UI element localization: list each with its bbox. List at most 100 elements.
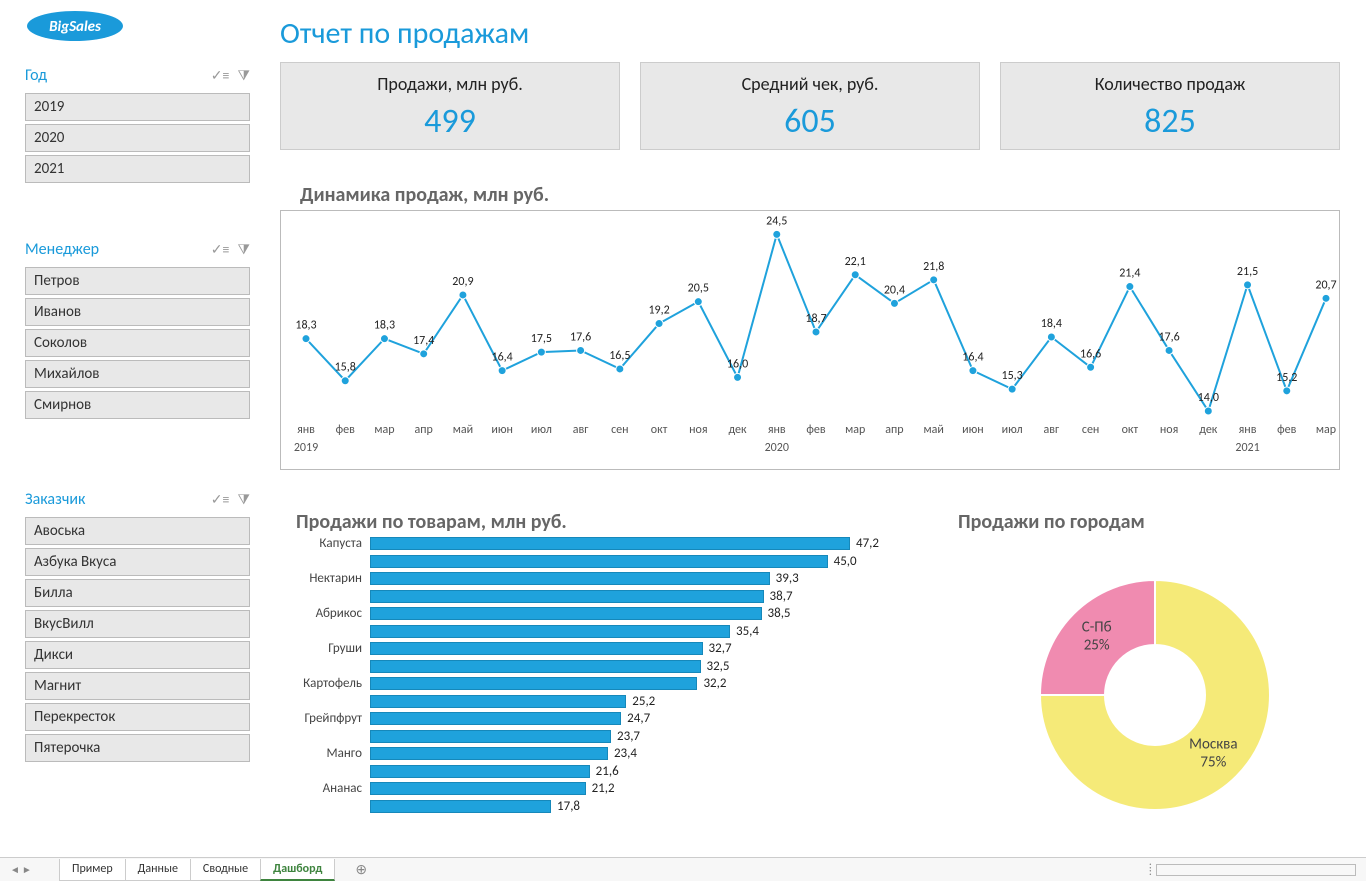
svg-text:С-Пб: С-Пб [1082,619,1112,637]
line-chart-title: Динамика продаж, млн руб. [300,183,549,207]
bar-row: 35,4 [280,623,920,641]
svg-text:ноя: ноя [1160,423,1178,437]
bar-row: Грейпфрут 24,7 [280,710,920,728]
bar-value: 23,7 [617,729,640,744]
slicer-item[interactable]: Пятерочка [25,734,250,762]
line-chart: 18,315,818,317,420,916,417,517,616,519,2… [280,210,1340,470]
bar-value: 47,2 [856,536,879,551]
svg-text:авг: авг [1044,423,1060,437]
slicer-item[interactable]: Смирнов [25,391,250,419]
clear-filter-icon[interactable]: ⧩ [238,67,251,84]
bar-label: Капуста [280,536,370,551]
bar-label: Абрикос [280,606,370,621]
bar-chart-title: Продажи по товарам, млн руб. [296,510,567,534]
svg-text:май: май [924,423,944,437]
kpi-label: Количество продаж [1001,73,1339,95]
svg-text:18,7: 18,7 [805,312,826,326]
bar-chart: Капуста47,245,0Нектарин39,338,7Абрикос38… [280,535,920,825]
page-title: Отчет по продажам [280,15,529,52]
slicer-item[interactable]: Соколов [25,329,250,357]
svg-text:май: май [453,423,473,437]
sheet-tab[interactable]: Дашборд [260,859,335,881]
svg-text:янв: янв [768,423,786,437]
kpi-label: Средний чек, руб. [641,73,979,95]
clear-filter-icon[interactable]: ⧩ [238,491,251,508]
bar-value: 32,2 [703,676,726,691]
svg-text:фев: фев [806,423,825,437]
slicer-item[interactable]: Перекресток [25,703,250,731]
svg-text:20,7: 20,7 [1315,278,1336,292]
kpi-card: Средний чек, руб. 605 [640,62,980,150]
svg-text:17,4: 17,4 [413,334,434,348]
multiselect-icon[interactable]: ✓≡ [211,491,230,508]
bar-value: 23,4 [614,746,637,761]
bar [370,590,764,603]
bar-row: 45,0 [280,553,920,571]
slicer-item[interactable]: Авоська [25,517,250,545]
sheet-tab[interactable]: Пример [59,859,126,881]
svg-text:16,4: 16,4 [962,351,983,365]
bar-label: Грейпфрут [280,711,370,726]
sheet-tab[interactable]: Данные [125,859,191,881]
bar [370,660,701,673]
svg-text:июн: июн [491,423,513,437]
svg-text:дек: дек [1199,423,1218,437]
svg-text:янв: янв [297,423,315,437]
slicer-item[interactable]: Азбука Вкуса [25,548,250,576]
bar-row: Груши32,7 [280,640,920,658]
svg-text:16,6: 16,6 [1080,347,1101,361]
svg-text:16,4: 16,4 [492,351,513,365]
tab-nav[interactable]: ◄► [0,863,60,876]
bar [370,782,586,795]
slicer-title: Заказчик [25,490,85,509]
svg-text:июл: июл [531,423,552,437]
svg-text:16,0: 16,0 [727,357,748,371]
bar [370,537,850,550]
bar-value: 24,7 [627,711,650,726]
clear-filter-icon[interactable]: ⧩ [238,241,251,258]
bar-value: 45,0 [834,554,857,569]
svg-text:18,4: 18,4 [1041,317,1062,331]
slicer-item[interactable]: 2019 [25,93,250,121]
svg-text:20,5: 20,5 [688,282,709,296]
bar-row: 32,5 [280,658,920,676]
sheet-tab[interactable]: Сводные [190,859,261,881]
slicer-item[interactable]: 2021 [25,155,250,183]
kpi-card: Продажи, млн руб.499 [280,62,620,150]
sheet-tabs: ◄► ПримерДанныеСводныеДашборд ⊕ ⁞ [0,857,1366,881]
multiselect-icon[interactable]: ✓≡ [211,241,230,258]
slicer-item[interactable]: Дикси [25,641,250,669]
bar-row: Абрикос38,5 [280,605,920,623]
slicer-item[interactable]: 2020 [25,124,250,152]
h-scrollbar[interactable] [1156,864,1356,876]
multiselect-icon[interactable]: ✓≡ [211,67,230,84]
slicer-title: Год [25,66,47,85]
bar [370,677,697,690]
kpi-value: 605 [641,101,979,142]
slicer-item[interactable]: Иванов [25,298,250,326]
slicer-item[interactable]: Михайлов [25,360,250,388]
slicer-item[interactable]: ВкусВилл [25,610,250,638]
slicer-title: Менеджер [25,240,99,259]
svg-text:2019: 2019 [294,441,318,455]
bar [370,765,590,778]
slicer-Год: Год ✓≡ ⧩ 2019 2020 2021 [25,66,250,186]
svg-text:июл: июл [1002,423,1023,437]
slicer-item[interactable]: Билла [25,579,250,607]
bar-row: 38,7 [280,588,920,606]
svg-text:апр: апр [885,423,903,437]
bar-value: 32,5 [707,659,730,674]
slicer-item[interactable]: Петров [25,267,250,295]
svg-text:2021: 2021 [1235,441,1259,455]
bar-label: Манго [280,746,370,761]
bar-value: 38,7 [770,589,793,604]
add-sheet-button[interactable]: ⊕ [355,861,367,878]
bar [370,642,703,655]
slicer-item[interactable]: Магнит [25,672,250,700]
bar [370,572,770,585]
svg-text:22,1: 22,1 [845,255,866,269]
svg-text:21,4: 21,4 [1119,267,1140,281]
svg-text:16,5: 16,5 [609,349,630,363]
svg-text:21,5: 21,5 [1237,265,1258,279]
svg-text:янв: янв [1239,423,1257,437]
